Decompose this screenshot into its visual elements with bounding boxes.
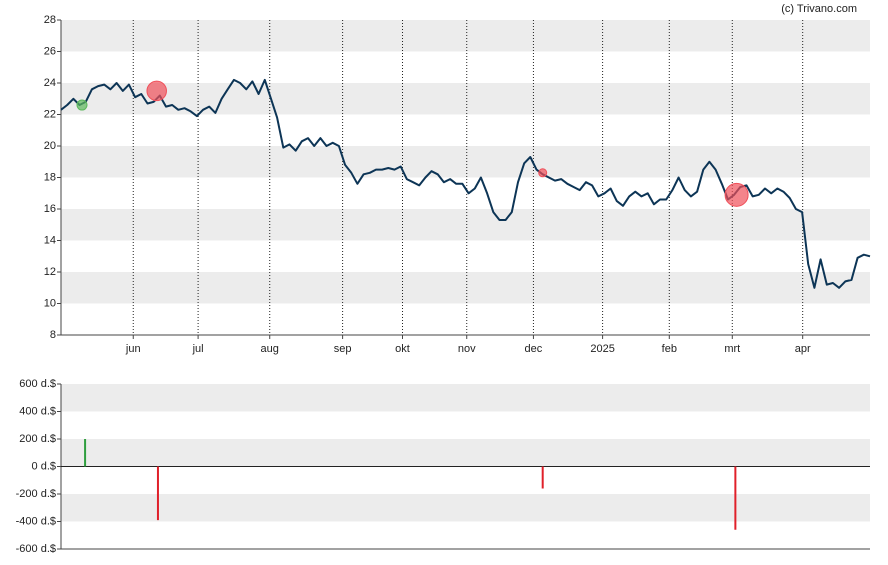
y-tick-label: 24: [44, 77, 56, 89]
y-tick-label: 200 d.$: [19, 433, 56, 445]
y-tick-label: 8: [50, 329, 56, 341]
trade-marker: [538, 168, 548, 178]
grid-band: [61, 209, 870, 241]
y-tick-label: 0 d.$: [32, 460, 56, 472]
grid-band: [61, 439, 870, 467]
trade-marker: [76, 99, 88, 111]
x-tick-label: apr: [795, 343, 811, 355]
x-tick-label: nov: [458, 343, 476, 355]
grid-band: [61, 384, 870, 412]
bar: [541, 466, 544, 489]
y-tick-label: -200 d.$: [16, 488, 56, 500]
y-tick-label: 14: [44, 234, 56, 246]
y-tick-label: 26: [44, 45, 56, 57]
y-tick-label: -400 d.$: [16, 515, 56, 527]
credit: (c) Trivano.com: [781, 3, 857, 15]
bar: [156, 466, 159, 521]
x-tick-label: jun: [125, 343, 141, 355]
x-tick-label: feb: [662, 343, 677, 355]
x-tick-label: dec: [525, 343, 543, 355]
y-tick-label: 10: [44, 297, 56, 309]
bar: [84, 439, 87, 467]
grid-band: [61, 146, 870, 178]
grid-band: [61, 272, 870, 304]
y-tick-label: 600 d.$: [19, 378, 56, 390]
trade-marker: [724, 182, 749, 207]
grid-band: [61, 20, 870, 52]
y-tick-label: 20: [44, 140, 56, 152]
bar: [734, 466, 737, 530]
trade-marker: [146, 80, 167, 102]
x-tick-label: okt: [395, 343, 410, 355]
y-tick-label: -600 d.$: [16, 543, 56, 555]
x-tick-label: aug: [261, 343, 279, 355]
y-tick-label: 28: [44, 14, 56, 26]
x-tick-label: jul: [192, 343, 204, 355]
y-tick-label: 16: [44, 203, 56, 215]
x-tick-label: sep: [334, 343, 352, 355]
y-tick-label: 400 d.$: [19, 405, 56, 417]
grid-band: [61, 494, 870, 522]
x-tick-label: mrt: [724, 343, 740, 355]
y-tick-label: 22: [44, 108, 56, 120]
x-tick-label: 2025: [590, 343, 614, 355]
grid-band: [61, 83, 870, 115]
y-tick-label: 12: [44, 266, 56, 278]
y-tick-label: 18: [44, 171, 56, 183]
